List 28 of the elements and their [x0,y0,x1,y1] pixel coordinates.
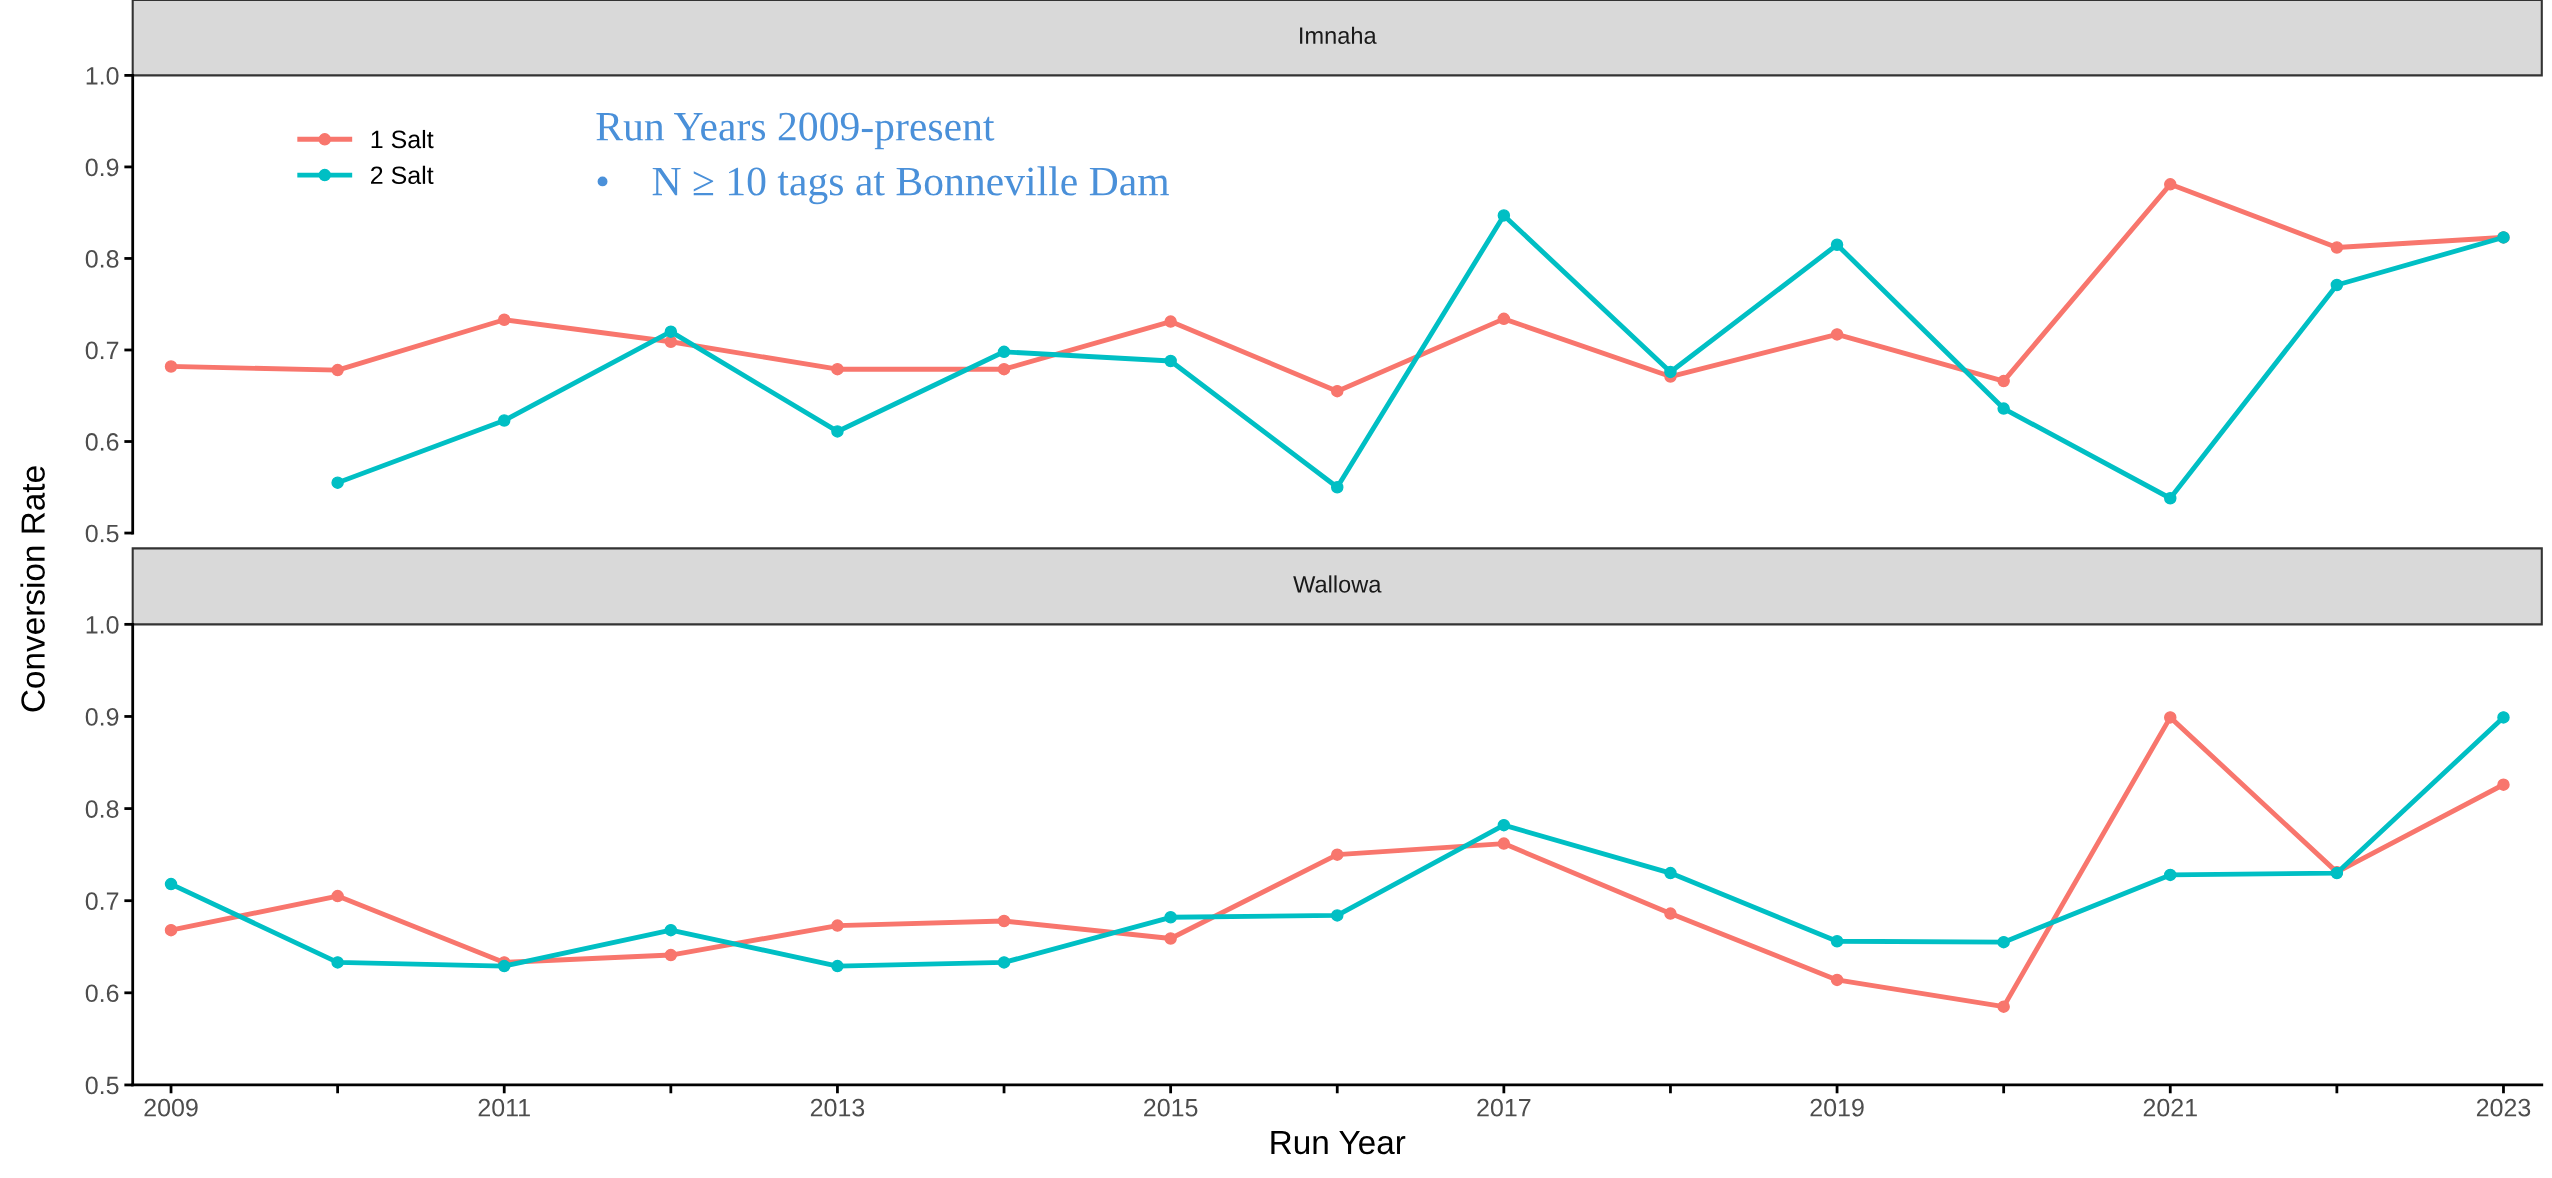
x-tick-label: 2019 [1810,1098,1864,1117]
x-tick-label: 2009 [144,1098,198,1117]
y-tick-label: 0.6 [85,984,119,1003]
y-tick-label: 0.7 [85,341,119,360]
y-tick-label: 0.5 [85,1076,119,1095]
y-tick-label: 1.0 [86,615,119,634]
y-tick-label: 0.8 [85,250,119,268]
y-tick-label: 0.5 [85,524,119,543]
x-tick-label: 2021 [2143,1098,2197,1117]
x-tick-label: 2023 [2476,1098,2531,1117]
chart-title: Imnaha [1300,26,1377,44]
chart-title: Wallowa [1293,575,1382,593]
y-tick-label: 0.7 [85,892,119,910]
x-tick-label: 2017 [1477,1098,1531,1117]
x-tick-label: 2015 [1144,1098,1198,1117]
x-axis-title: Run Year [1271,1130,1406,1155]
y-tick-label: 0.8 [85,800,119,818]
legend-label: 2 Salt [371,165,434,185]
annotation: • N ≥ 10 tags at Bonneville Dam [597,166,1169,205]
y-tick-label: 0.9 [85,708,119,726]
legend-label: 1 Salt [371,129,434,149]
x-tick-label: 2011 [478,1098,530,1117]
y-tick-label: 1.0 [86,66,119,85]
y-axis-title: Conversion Rate [20,466,45,712]
annotation: Run Years 2009-present [596,112,995,150]
y-tick-label: 0.6 [85,433,119,451]
x-tick-label: 2013 [810,1098,865,1117]
y-tick-label: 0.9 [85,158,119,177]
